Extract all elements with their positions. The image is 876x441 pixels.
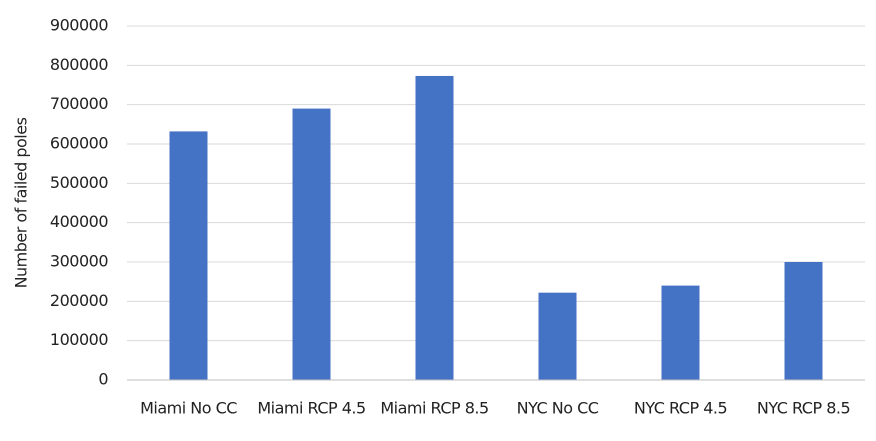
x-tick-label: NYC No CC — [517, 399, 599, 418]
y-tick-label: 800000 — [50, 55, 108, 74]
y-tick-label: 700000 — [50, 94, 108, 113]
x-tick-label: NYC RCP 8.5 — [757, 399, 850, 418]
bar — [538, 292, 577, 380]
y-tick-label: 0 — [98, 370, 108, 389]
bar — [169, 131, 208, 380]
y-tick-label: 500000 — [50, 173, 108, 192]
y-tick-label: 400000 — [50, 212, 108, 231]
bar — [784, 262, 823, 380]
y-axis-title: Number of failed poles — [12, 117, 31, 288]
x-tick-label: Miami RCP 8.5 — [380, 399, 488, 418]
x-tick-label: Miami RCP 4.5 — [257, 399, 365, 418]
bar — [661, 285, 700, 380]
y-tick-label: 200000 — [50, 291, 108, 310]
bar — [292, 108, 331, 380]
y-tick-label: 100000 — [50, 330, 108, 349]
y-tick-label: 300000 — [50, 252, 108, 271]
x-tick-label: NYC RCP 4.5 — [634, 399, 727, 418]
bar — [415, 75, 454, 380]
y-tick-label: 600000 — [50, 134, 108, 153]
x-tick-label: Miami No CC — [140, 399, 237, 418]
y-tick-label: 900000 — [50, 16, 108, 35]
